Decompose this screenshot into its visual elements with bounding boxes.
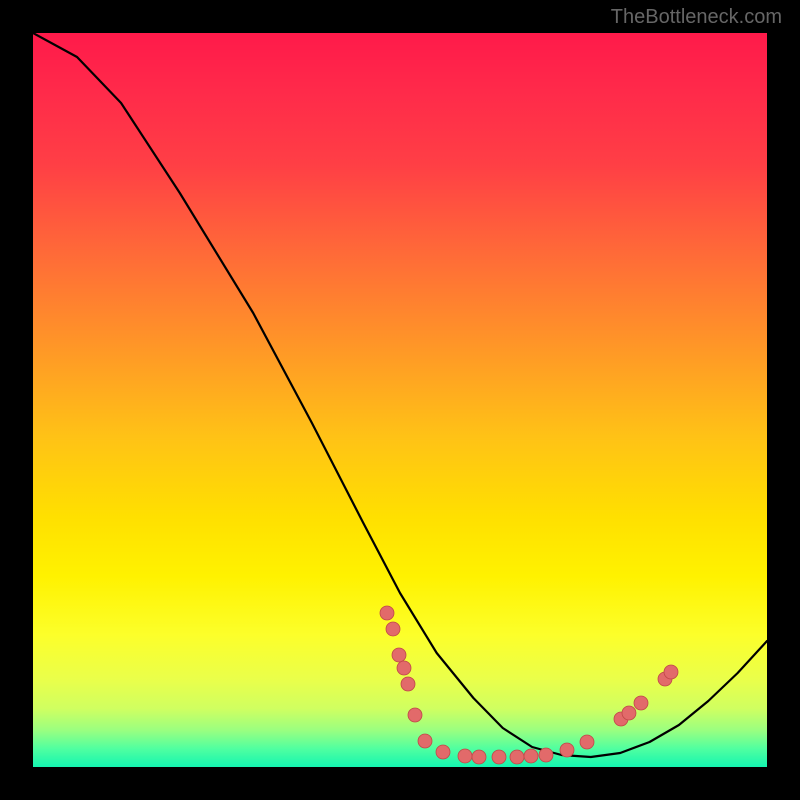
attribution-text: TheBottleneck.com	[611, 6, 782, 29]
bottleneck-chart	[33, 33, 767, 767]
chart-svg	[33, 33, 767, 767]
